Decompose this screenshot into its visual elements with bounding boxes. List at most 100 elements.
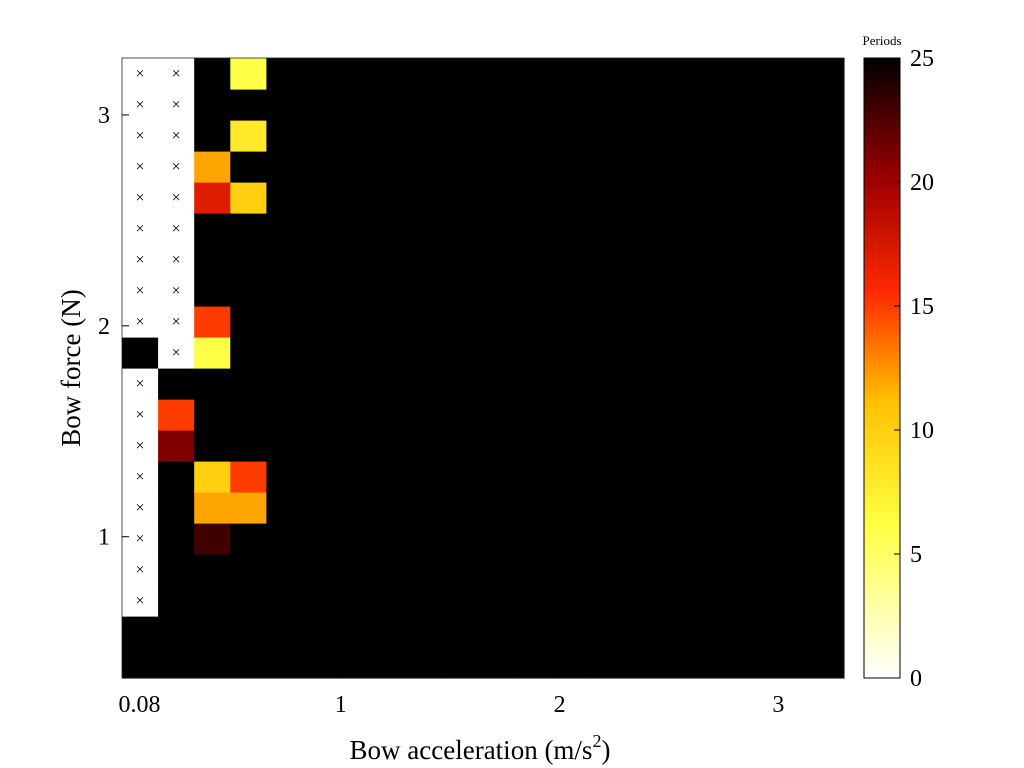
heatmap-cell [302, 554, 340, 586]
heatmap-cell [483, 492, 520, 524]
heatmap-cell [158, 430, 195, 462]
heatmap-cell [338, 430, 376, 462]
heatmap-cell [302, 616, 340, 648]
colorbar: Periods 0 5 10 15 20 25 [863, 33, 935, 692]
heatmap-cell [555, 306, 592, 338]
heatmap-cell [158, 554, 195, 586]
heatmap-cell [807, 523, 845, 555]
heatmap-cell [519, 244, 556, 276]
plot-area: × × × × × × × × × × × × × × × × × × × × × × × × × × × × [121, 57, 845, 679]
heatmap-cell [627, 647, 665, 679]
heatmap-cell [230, 461, 267, 493]
heatmap-cell [374, 58, 412, 90]
heatmap-cell [158, 244, 195, 276]
no-periodicity-marker: × [172, 66, 181, 83]
heatmap-cell [627, 585, 665, 617]
heatmap-cell [699, 399, 737, 431]
colorbar-ticks: 0 5 10 15 20 25 [894, 46, 934, 692]
heatmap-cell [663, 89, 701, 121]
heatmap-cell [266, 58, 304, 90]
no-periodicity-marker: × [136, 283, 145, 300]
heatmap-cell [266, 492, 304, 524]
heatmap-cell [771, 213, 809, 245]
y-tick-label: 3 [98, 103, 110, 129]
heatmap-cell [158, 461, 195, 493]
heatmap-cell [446, 647, 484, 679]
heatmap-cell [591, 58, 628, 90]
heatmap-cell [519, 306, 556, 338]
heatmap-cell [627, 368, 665, 400]
heatmap-cell [122, 430, 159, 462]
heatmap-cell [807, 213, 845, 245]
heatmap-cell [302, 58, 340, 90]
no-periodicity-marker: × [172, 314, 181, 331]
heatmap-cell [807, 182, 845, 214]
heatmap-cell [591, 430, 628, 462]
no-periodicity-marker: × [172, 252, 181, 269]
heatmap-cell [771, 554, 809, 586]
heatmap-cell [338, 151, 376, 183]
no-periodicity-marker: × [136, 376, 145, 393]
heatmap-cell [591, 554, 628, 586]
heatmap-cell [158, 523, 195, 555]
heatmap-cell [483, 182, 520, 214]
heatmap-cell [266, 368, 304, 400]
heatmap-cell [483, 306, 520, 338]
heatmap-cell [230, 182, 267, 214]
heatmap-cell [807, 585, 845, 617]
heatmap-cell [627, 182, 665, 214]
heatmap-cell [122, 151, 159, 183]
heatmap-cell [663, 151, 701, 183]
heatmap-cell [519, 275, 556, 307]
heatmap-cell [627, 89, 665, 121]
heatmap-cell [158, 58, 195, 90]
heatmap-cell [735, 399, 773, 431]
colorbar-tick-label: 10 [910, 418, 934, 444]
heatmap-cell [555, 275, 592, 307]
heatmap-cell [338, 120, 376, 152]
heatmap-cell [483, 120, 520, 152]
no-periodicity-marker: × [136, 469, 145, 486]
y-axis-label: Bow force (N) [56, 289, 86, 446]
heatmap-cell [230, 585, 267, 617]
no-periodicity-marker: × [172, 190, 181, 207]
heatmap-cell [338, 523, 376, 555]
heatmap-cell [374, 523, 412, 555]
heatmap-cell [194, 120, 231, 152]
heatmap-cell [230, 275, 267, 307]
heatmap-cell [627, 492, 665, 524]
heatmap-cell [699, 182, 737, 214]
heatmap-cell [122, 523, 159, 555]
heatmap-cell [555, 213, 592, 245]
heatmap-cell [266, 337, 304, 369]
heatmap-cell [302, 337, 340, 369]
heatmap-cell [410, 616, 448, 648]
heatmap-cell [374, 337, 412, 369]
heatmap-cell [158, 616, 195, 648]
heatmap-cell [627, 275, 665, 307]
heatmap-cell [410, 213, 448, 245]
heatmap-cell [302, 492, 340, 524]
no-periodicity-marker: × [136, 159, 145, 176]
heatmap-cell [771, 120, 809, 152]
heatmap-cell [266, 182, 304, 214]
heatmap-cell [158, 213, 195, 245]
heatmap-cell [483, 647, 520, 679]
heatmap-cell [338, 244, 376, 276]
heatmap-cell [122, 585, 159, 617]
heatmap-cell [122, 58, 159, 90]
heatmap-cell [771, 616, 809, 648]
y-tick-label: 1 [98, 525, 110, 551]
heatmap-cell [591, 492, 628, 524]
heatmap-cell [735, 213, 773, 245]
heatmap-cell [266, 275, 304, 307]
heatmap-cell [194, 647, 231, 679]
heatmap-cell [699, 585, 737, 617]
x-tick-label: 0.08 [119, 692, 161, 718]
heatmap-cell [302, 275, 340, 307]
heatmap-cell [483, 523, 520, 555]
heatmap-cell [807, 368, 845, 400]
heatmap-cell [266, 523, 304, 555]
heatmap-cell [158, 151, 195, 183]
heatmap-cell [771, 585, 809, 617]
